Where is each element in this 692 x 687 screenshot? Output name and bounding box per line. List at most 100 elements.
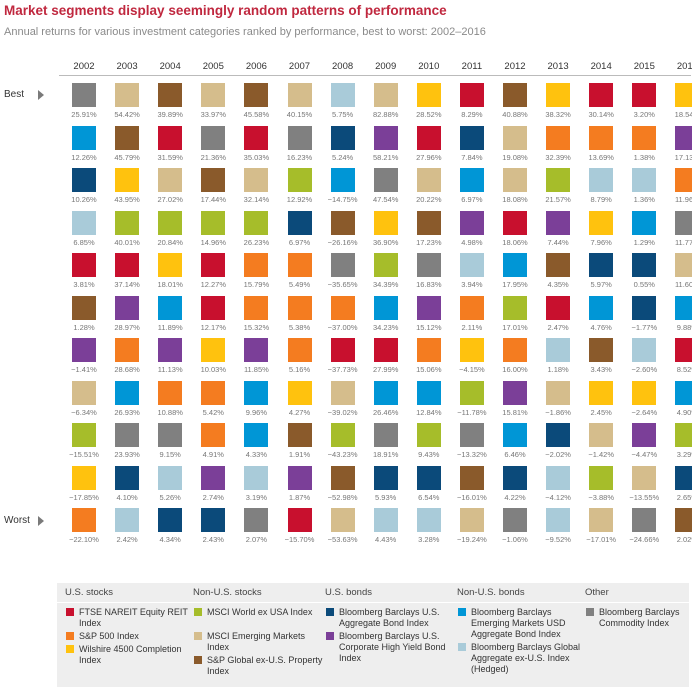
return-cell: [158, 125, 183, 150]
return-cell: [244, 380, 269, 405]
legend-group-heading: Other: [585, 587, 609, 598]
year-header: 2014: [590, 61, 612, 72]
return-cell: [546, 380, 571, 405]
return-cell: [115, 253, 140, 277]
return-cell: [244, 295, 269, 320]
return-value-label: 11.96%: [674, 195, 692, 204]
best-arrow-icon: [38, 90, 44, 100]
return-value-label: 14.96%: [200, 237, 227, 247]
legend-item: Bloomberg Barclays Emerging Markets USD …: [458, 607, 587, 640]
legend-swatch: [194, 608, 202, 616]
return-cell: [115, 83, 140, 107]
return-cell: [287, 168, 312, 192]
return-value-label: 17.13%: [674, 152, 692, 162]
return-cell: [459, 338, 484, 362]
return-value-label: 21.57%: [545, 195, 571, 204]
return-cell: [632, 380, 657, 405]
return-cell: [546, 168, 571, 192]
return-cell: [115, 423, 140, 447]
return-cell: [416, 380, 441, 405]
return-value-label: 11.89%: [157, 322, 183, 332]
legend-label: Wilshire 4500 Completion Index: [79, 644, 182, 665]
return-value-label: 4.27%: [288, 407, 311, 417]
return-cell: [287, 423, 312, 447]
return-cell: [589, 423, 614, 447]
return-value-label: 82.88%: [372, 110, 399, 119]
return-value-label: −22.10%: [69, 535, 99, 544]
return-cell: [632, 168, 657, 192]
return-value-label: 26.23%: [243, 237, 270, 247]
return-cell: [546, 83, 571, 107]
return-value-label: −35.65%: [327, 280, 358, 289]
return-value-label: −19.24%: [456, 535, 487, 544]
return-cell: [589, 338, 614, 362]
return-value-label: 36.90%: [372, 237, 399, 247]
return-value-label: 1.38%: [633, 152, 655, 162]
return-value-label: 8.29%: [461, 110, 483, 119]
return-value-label: 7.84%: [461, 152, 483, 162]
return-value-label: 2.45%: [590, 407, 612, 417]
legend-label: FTSE NAREIT Equity REIT Index: [79, 607, 188, 628]
return-cell: [158, 338, 183, 362]
return-value-label: 9.96%: [245, 407, 268, 417]
return-value-label: 31.59%: [157, 152, 183, 162]
return-cell: [373, 83, 398, 107]
return-cell: [115, 465, 140, 490]
return-value-label: 15.12%: [416, 322, 442, 332]
return-cell: [632, 83, 657, 107]
return-cell: [416, 125, 441, 150]
return-value-label: 7.96%: [590, 237, 612, 247]
return-value-label: 2.43%: [202, 535, 224, 544]
return-cell: [330, 508, 355, 532]
return-cell: [675, 125, 692, 150]
return-cell: [373, 295, 398, 320]
return-cell: [287, 210, 312, 235]
return-cell: [115, 508, 140, 532]
return-cell: [244, 168, 269, 192]
return-cell: [416, 295, 441, 320]
return-value-label: 0.55%: [633, 280, 655, 289]
legend-rule: [57, 602, 689, 603]
return-cell: [459, 253, 484, 277]
return-cell: [244, 465, 269, 490]
return-value-label: 15.81%: [502, 407, 528, 417]
return-cell: [244, 83, 269, 107]
return-cell: [675, 168, 692, 192]
return-value-label: 1.36%: [633, 195, 655, 204]
return-value-label: 26.46%: [372, 407, 399, 417]
return-value-label: 1.91%: [288, 450, 311, 459]
return-value-label: 20.84%: [157, 237, 183, 247]
return-cell: [330, 83, 355, 107]
legend-group-heading: Non-U.S. stocks: [193, 587, 262, 598]
year-header: 2011: [461, 61, 483, 72]
return-cell: [244, 253, 269, 277]
return-value-label: 21.36%: [200, 152, 227, 162]
worst-arrow-icon: [38, 516, 44, 526]
return-value-label: 3.94%: [461, 280, 483, 289]
return-value-label: 2.47%: [547, 322, 569, 332]
return-cell: [115, 210, 140, 235]
return-value-label: 4.76%: [590, 322, 612, 332]
return-value-label: 3.20%: [633, 110, 655, 119]
return-value-label: 27.02%: [157, 195, 183, 204]
return-cell: [503, 295, 527, 320]
return-value-label: 6.97%: [288, 237, 311, 247]
return-cell: [373, 210, 398, 235]
return-cell: [373, 380, 398, 405]
return-value-label: 18.54%: [674, 110, 692, 119]
return-cell: [503, 210, 527, 235]
return-cell: [158, 168, 183, 192]
year-header: 2013: [547, 61, 569, 72]
return-cell: [115, 380, 140, 405]
return-cell: [330, 380, 355, 405]
year-header: 2007: [288, 61, 311, 72]
return-value-label: −6.34%: [71, 407, 97, 417]
chart-title: Market segments display seemingly random…: [4, 3, 447, 18]
legend-swatch: [66, 608, 74, 616]
return-value-label: −26.16%: [327, 237, 358, 247]
return-cell: [632, 338, 657, 362]
return-value-label: 19.08%: [502, 152, 528, 162]
return-value-label: 5.75%: [331, 110, 354, 119]
return-cell: [201, 338, 226, 362]
return-value-label: 2.11%: [461, 322, 483, 332]
